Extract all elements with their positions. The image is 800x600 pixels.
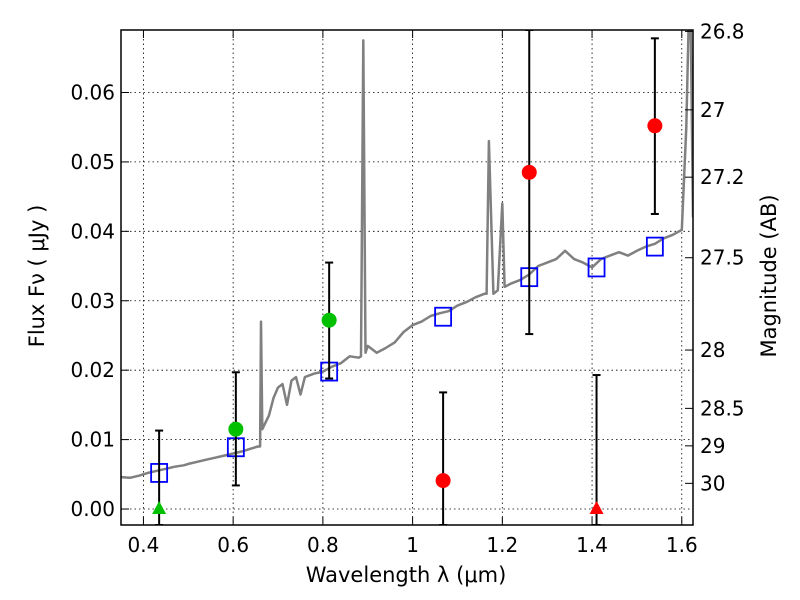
model-flux-square — [434, 306, 453, 327]
x-tick-label: 1.6 — [666, 533, 698, 557]
x-tick-label: 1.2 — [486, 533, 518, 557]
y2-tick-label: 28 — [700, 338, 725, 362]
grid — [121, 30, 693, 525]
x-tick-label: 1 — [406, 533, 419, 557]
y2-tick-label: 27 — [700, 98, 725, 122]
y2-tick-label: 26.8 — [700, 19, 745, 43]
y-tick-label: 0.05 — [70, 150, 115, 174]
model-sed-line — [121, 30, 693, 480]
model-flux-square — [645, 236, 664, 257]
detection-point — [647, 118, 663, 134]
y2-tick-label: 28.5 — [700, 396, 745, 420]
x-tick-label: 1.4 — [576, 533, 608, 557]
model-flux-square — [587, 257, 606, 278]
detection-point — [228, 421, 244, 437]
y2-tick-label: 27.2 — [700, 165, 745, 189]
ticks: 0.4 0.6 0.8 1 1.2 1.4 1.6 0.00 0.01 0.02 0.03 0.04 0… — [70, 19, 744, 557]
x-tick-label: 0.6 — [217, 533, 249, 557]
y-tick-label: 0.06 — [70, 80, 115, 104]
y2-tick-label: 30 — [700, 471, 725, 495]
y-tick-label: 0.00 — [70, 497, 115, 521]
y-tick-label: 0.04 — [70, 219, 115, 243]
x-tick-label: 0.4 — [128, 533, 160, 557]
detection-point — [521, 164, 537, 180]
axes-frame — [120, 29, 694, 526]
upper-limit-marker — [152, 501, 167, 515]
y-tick-label: 0.02 — [70, 358, 115, 382]
y2-tick-label: 29 — [700, 434, 725, 458]
x-axis-label: Wavelength λ (μm) — [306, 563, 507, 587]
y2-axis-label: Magnitude (AB) — [757, 194, 781, 357]
x-tick-label: 0.8 — [307, 533, 339, 557]
plot-area — [121, 30, 693, 525]
y2-tick-label: 27.5 — [700, 246, 745, 270]
upper-limit-marker — [589, 501, 604, 515]
detection-point — [321, 312, 337, 328]
y-tick-label: 0.01 — [70, 428, 115, 452]
detection-point — [435, 473, 451, 489]
y-axis-label: Flux Fν ( μJy ) — [25, 205, 49, 348]
y-tick-label: 0.03 — [70, 289, 115, 313]
